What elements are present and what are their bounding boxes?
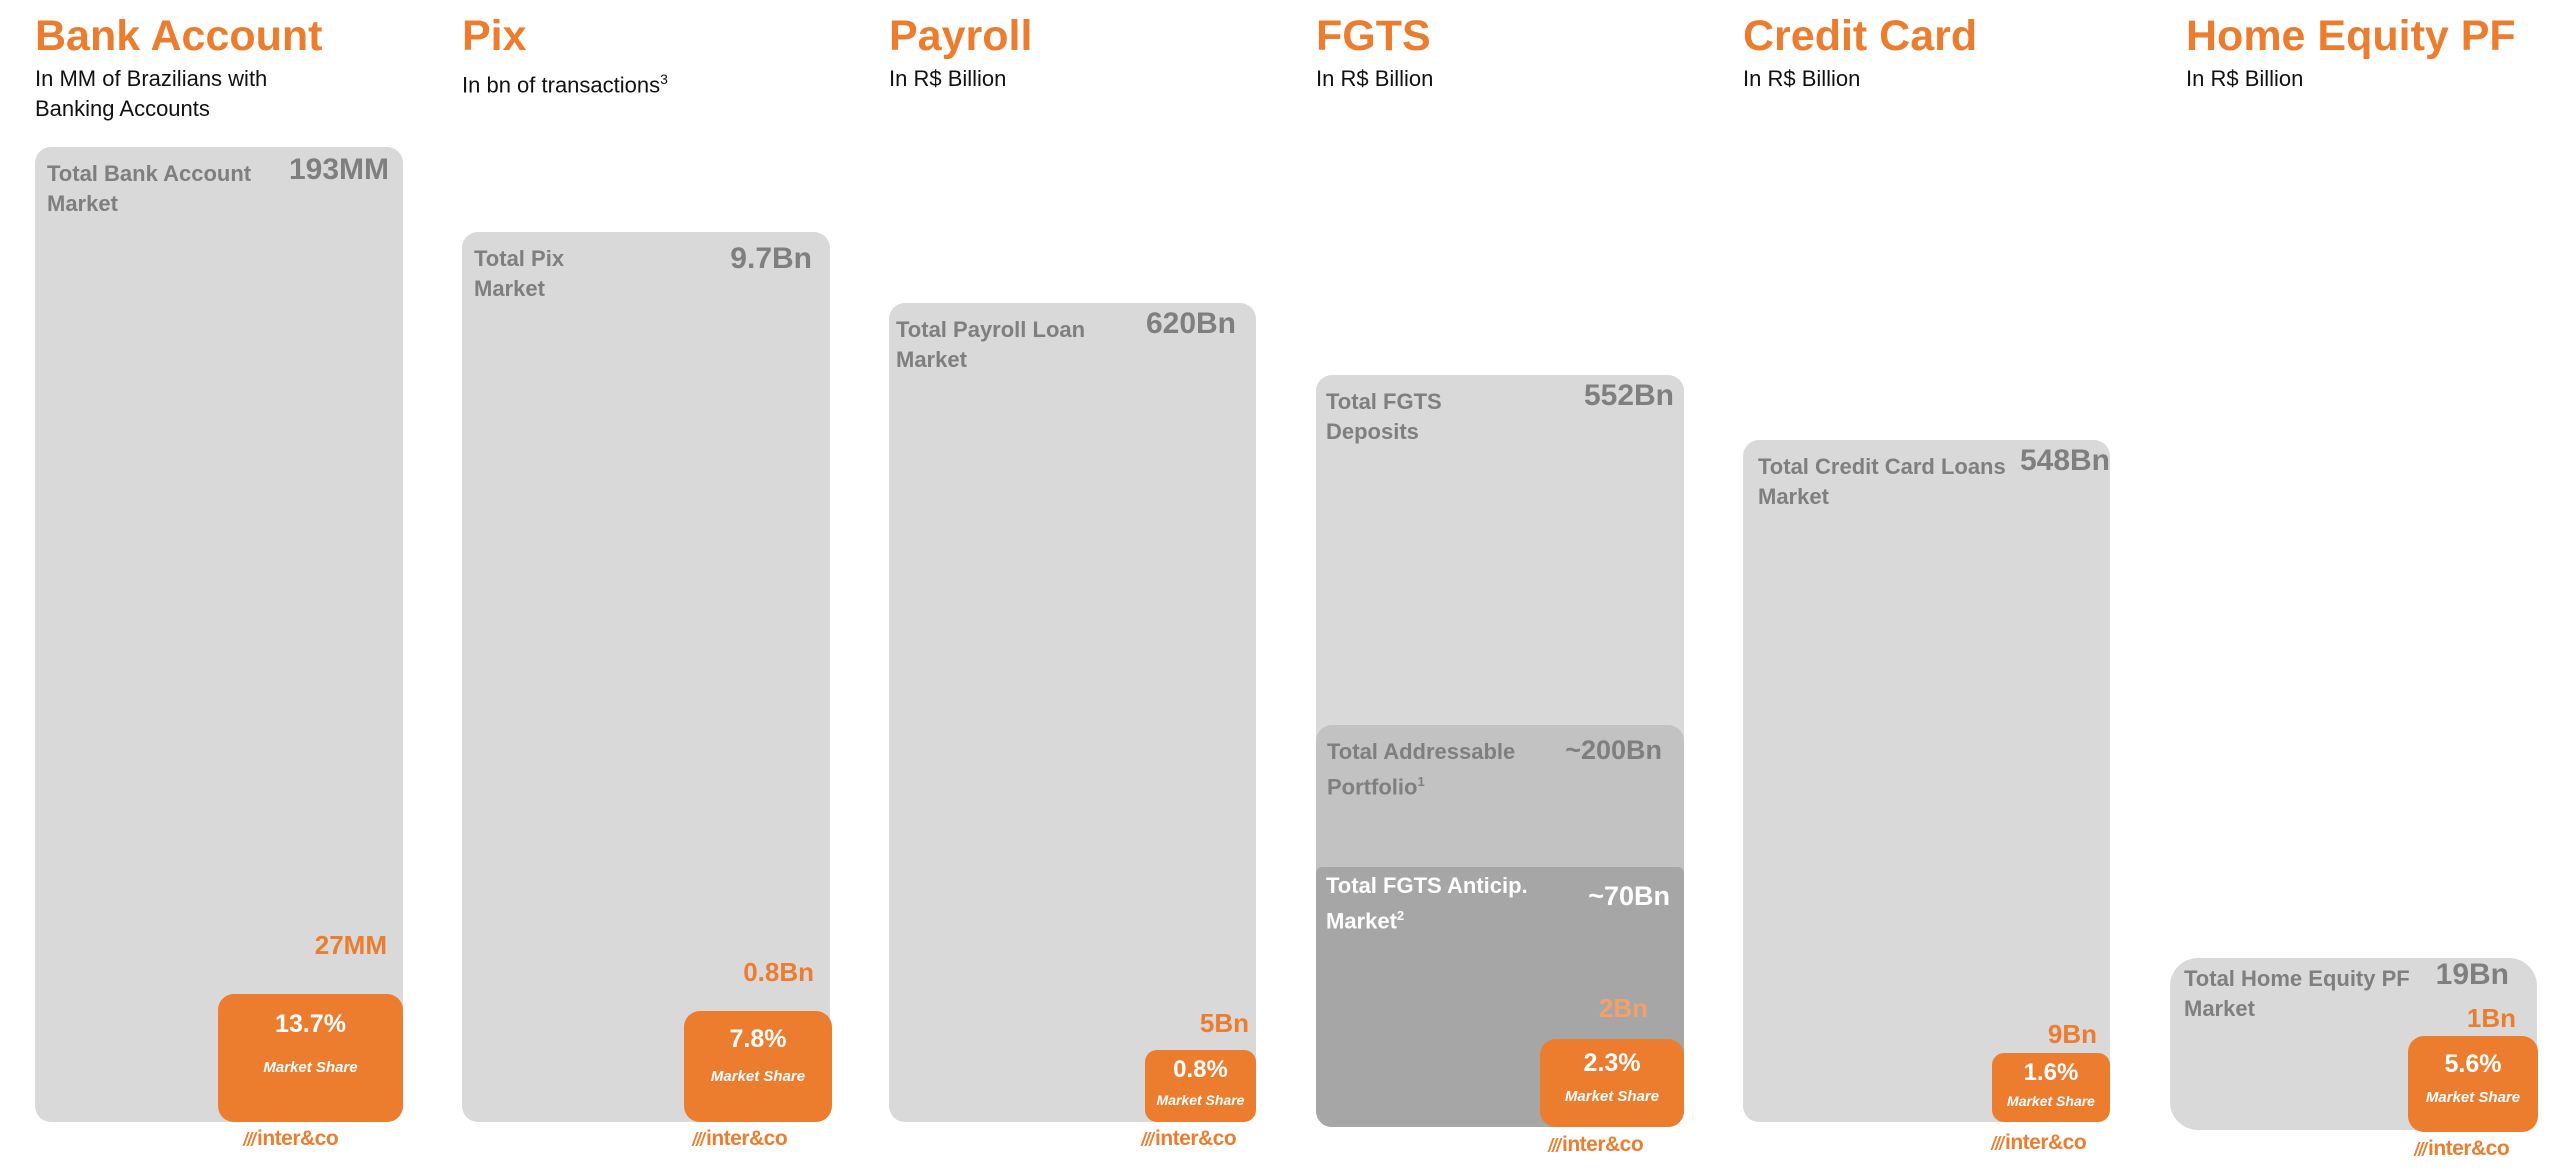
panel-payroll: Payroll In R$ Billion Total Payroll Loan… [889, 0, 1289, 1170]
panel-title: Home Equity PF [2186, 12, 2516, 60]
total-market-label: Total Bank Account Market [47, 161, 252, 216]
market-share-value: 13.7% [275, 1010, 346, 1038]
panel-subtitle: In MM of Brazilians with Banking Account… [35, 66, 268, 121]
panel-title: Pix [462, 12, 527, 60]
total-market-value: 193MM [288, 153, 389, 186]
inter-logo: inter&co [2413, 1137, 2510, 1161]
panel-subtitle: In R$ Billion [889, 66, 1007, 91]
total-market-bar: Total Payroll Loan Market 620Bn [889, 303, 1256, 1122]
inter-logo-icon [1990, 1136, 2006, 1150]
market-share-value: 0.8% [1173, 1056, 1228, 1083]
panel-subtitle: In R$ Billion [1316, 66, 1434, 91]
addressable-portfolio-value: ~200Bn [1565, 735, 1662, 765]
panel-title: Bank Account [35, 12, 323, 60]
market-share-box: 13.7% Market Share [218, 994, 403, 1122]
market-share-box: 5.6% Market Share [2408, 1036, 2538, 1132]
total-market-bar: Total Credit Card Loans Market 548Bn [1743, 440, 2110, 1122]
total-market-label: Total Credit Card Loans Market [1758, 454, 2006, 509]
panel-title: Credit Card [1743, 12, 1978, 60]
panel-subtitle: In R$ Billion [1743, 66, 1861, 91]
market-share-label: Market Share [2425, 1089, 2521, 1106]
inter-volume-value: 1Bn [2466, 1003, 2516, 1033]
market-share-value: 5.6% [2444, 1050, 2502, 1078]
market-share-label: Market Share [1156, 1092, 1245, 1108]
panel-bank-account: Bank Account In MM of Brazilians with Ba… [35, 0, 435, 1170]
inter-logo: inter&co [691, 1127, 788, 1151]
inter-volume-value: 0.8Bn [743, 957, 814, 987]
market-share-box: 0.8% Market Share [1145, 1050, 1256, 1122]
market-share-label: Market Share [2007, 1093, 2095, 1109]
panel-credit-card: Credit Card In R$ Billion Total Credit C… [1743, 0, 2143, 1170]
total-market-value: 552Bn [1583, 379, 1674, 412]
total-market-label: Total Payroll Loan Market [896, 317, 1086, 372]
panel-title: FGTS [1316, 12, 1431, 60]
market-share-box: 1.6% Market Share [1992, 1053, 2110, 1122]
market-share-label: Market Share [263, 1059, 358, 1076]
total-market-bar: Total Pix Market 9.7Bn [462, 232, 830, 1122]
total-market-value: 548Bn [2019, 444, 2110, 477]
market-share-box: 2.3% Market Share [1540, 1039, 1684, 1127]
inter-logo: inter&co [1547, 1133, 1644, 1157]
market-share-value: 7.8% [729, 1025, 787, 1053]
inter-volume-value: 9Bn [2047, 1019, 2097, 1049]
addressable-portfolio-label: Total Addressable Portfolio1 [1327, 739, 1516, 800]
inter-volume-value: 5Bn [1199, 1008, 1249, 1038]
inter-logo: inter&co [1140, 1127, 1237, 1151]
market-share-label: Market Share [1564, 1088, 1660, 1105]
inter-logo-icon [1140, 1132, 1156, 1146]
panel-title: Payroll [889, 12, 1033, 60]
total-market-label: Total Home Equity PF Market [2184, 966, 2410, 1021]
total-market-value: 9.7Bn [730, 242, 812, 275]
panel-home-equity-pf: Home Equity PF In R$ Billion Total Home … [2170, 0, 2554, 1170]
inter-volume-value: 27MM [314, 930, 387, 960]
inter-logo: inter&co [242, 1127, 339, 1151]
total-market-value: 620Bn [1145, 307, 1236, 340]
inter-logo-icon [691, 1132, 707, 1146]
market-share-value: 2.3% [1583, 1049, 1641, 1077]
total-market-label: Total Pix Market [474, 246, 565, 301]
market-share-label: Market Share [710, 1068, 806, 1085]
inter-logo-icon [1547, 1138, 1563, 1152]
total-market-value: 19Bn [2435, 958, 2509, 991]
panel-pix: Pix In bn of transactions3 Total Pix Mar… [462, 0, 862, 1170]
market-share-box: 7.8% Market Share [684, 1011, 832, 1122]
total-market-label: Total FGTS Deposits [1326, 389, 1442, 444]
inter-volume-value: 2Bn [1598, 993, 1648, 1023]
total-market-bar: Total Bank Account Market 193MM [35, 147, 403, 1122]
panel-subtitle: In R$ Billion [2186, 66, 2304, 91]
fgts-anticipation-label: Total FGTS Anticip. Market2 [1326, 873, 1528, 934]
fgts-anticipation-value: ~70Bn [1588, 881, 1670, 911]
market-share-value: 1.6% [2023, 1059, 2079, 1086]
panel-fgts: FGTS In R$ Billion Total FGTS Deposits 5… [1316, 0, 1716, 1170]
inter-logo-icon [242, 1132, 258, 1146]
inter-logo: inter&co [1990, 1131, 2087, 1155]
panel-subtitle: In bn of transactions3 [462, 71, 668, 98]
inter-logo-icon [2413, 1142, 2429, 1156]
